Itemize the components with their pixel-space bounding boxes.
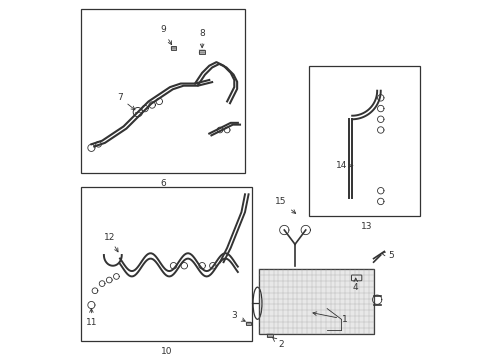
Text: 14: 14 (336, 161, 353, 170)
Text: 11: 11 (86, 309, 97, 327)
Bar (246, 321, 251, 325)
Text: 4: 4 (353, 278, 359, 292)
Text: 5: 5 (382, 251, 394, 260)
Bar (171, 46, 176, 50)
Bar (259, 269, 373, 334)
Bar (309, 66, 420, 216)
Text: 2: 2 (273, 338, 284, 349)
Text: 8: 8 (199, 29, 205, 48)
Bar (199, 50, 205, 54)
Text: 15: 15 (275, 197, 295, 213)
Bar (81, 187, 252, 341)
Text: 12: 12 (103, 233, 118, 252)
Text: 1: 1 (313, 312, 348, 324)
Bar (81, 9, 245, 173)
Text: 7: 7 (117, 93, 135, 110)
Text: 10: 10 (161, 347, 172, 356)
Text: 13: 13 (361, 222, 372, 231)
Text: 6: 6 (160, 179, 166, 188)
Text: 9: 9 (160, 26, 172, 45)
Text: 3: 3 (231, 311, 245, 321)
Bar (267, 334, 273, 337)
